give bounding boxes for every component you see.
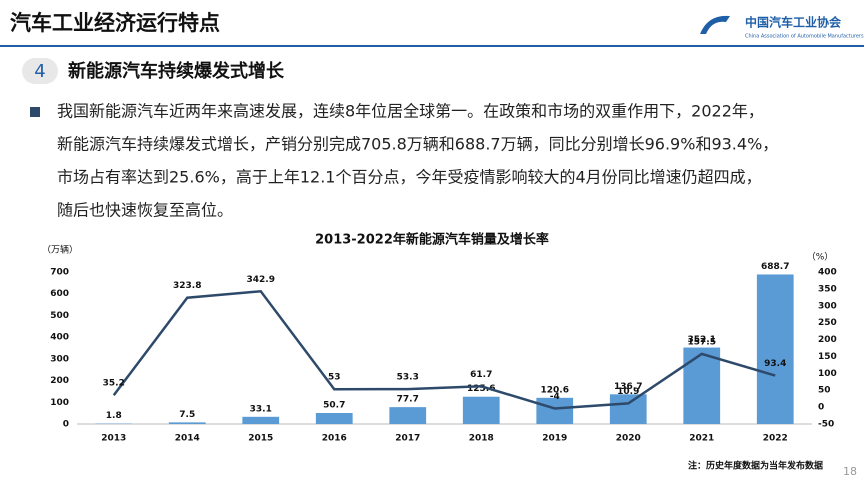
y2-tick-label: 300 xyxy=(818,301,837,311)
y2-tick-label: -50 xyxy=(818,420,834,430)
line-value-label: 61.7 xyxy=(470,370,492,380)
bar xyxy=(316,413,353,424)
bar-value-label: 688.7 xyxy=(761,262,789,272)
line-value-label: 323.8 xyxy=(173,281,201,291)
line-value-label: 53 xyxy=(328,373,341,383)
y2-tick-label: 50 xyxy=(818,386,831,396)
paragraph-line: 市场占有率达到25.6%，高于上年12.1个百分点，今年受疫情影响较大的4月份同… xyxy=(57,168,762,187)
y2-tick-label: 200 xyxy=(818,335,837,345)
y-tick-label: 500 xyxy=(50,311,69,321)
bullet xyxy=(30,107,40,117)
y2-tick-label: 0 xyxy=(818,403,824,413)
line xyxy=(114,291,776,408)
line-value-label: 93.4 xyxy=(764,359,786,369)
y-tick-label: 400 xyxy=(50,333,69,343)
chart-title: 2013-2022年新能源汽车销量及增长率 xyxy=(315,232,549,248)
x-tick-label: 2020 xyxy=(616,434,641,444)
line-value-label: 10.9 xyxy=(617,387,639,397)
bar-value-label: 7.5 xyxy=(179,410,195,420)
bar xyxy=(389,407,426,424)
bar-value-label: 1.8 xyxy=(106,411,122,421)
y2-tick-label: 250 xyxy=(818,318,837,328)
x-tick-label: 2018 xyxy=(469,434,494,444)
x-tick-label: 2017 xyxy=(395,434,420,444)
line-value-label: 342.9 xyxy=(247,275,275,285)
y-tick-label: 700 xyxy=(50,268,69,278)
line-value-label: -4 xyxy=(550,392,560,402)
bar-value-label: 50.7 xyxy=(323,400,345,410)
y-tick-label: 300 xyxy=(50,354,69,364)
y-tick-label: 600 xyxy=(50,289,69,299)
line-value-label: 35.2 xyxy=(103,379,125,389)
y-tick-label: 100 xyxy=(50,398,69,408)
paragraph-line: 随后也快速恢复至高位。 xyxy=(57,201,233,220)
bar xyxy=(683,348,720,424)
x-tick-label: 2014 xyxy=(175,434,200,444)
bar-value-label: 77.7 xyxy=(397,395,419,405)
y-tick-label: 0 xyxy=(63,420,69,430)
paragraph-line: 新能源汽车持续爆发式增长，产销分别完成705.8万辆和688.7万辆，同比分别增… xyxy=(57,135,778,154)
y2-tick-label: 350 xyxy=(818,284,837,294)
y2-axis-label: （%） xyxy=(807,252,834,263)
x-tick-label: 2013 xyxy=(101,434,126,444)
bar xyxy=(757,274,794,424)
bar xyxy=(463,397,500,424)
x-tick-label: 2016 xyxy=(322,434,347,444)
bar-value-label: 33.1 xyxy=(250,404,272,414)
y2-tick-label: 150 xyxy=(818,352,837,362)
x-tick-label: 2015 xyxy=(248,434,273,444)
logo-en: China Association of Automobile Manufact… xyxy=(745,34,864,40)
y-axis-label: （万辆） xyxy=(42,244,78,256)
x-tick-label: 2021 xyxy=(689,434,714,444)
x-tick-label: 2022 xyxy=(763,434,788,444)
logo-mark xyxy=(700,16,730,34)
section-title: 新能源汽车持续爆发式增长 xyxy=(68,60,285,82)
line-value-label: 53.3 xyxy=(397,373,419,383)
paragraph-line: 我国新能源汽车近两年来高速发展，连续8年位居全球第一。在政策和市场的双重作用下，… xyxy=(57,102,764,121)
y2-tick-label: 100 xyxy=(818,369,837,379)
bar xyxy=(169,422,206,424)
bar xyxy=(610,394,647,424)
page-number: 18 xyxy=(843,465,857,478)
header-title: 汽车工业经济运行特点 xyxy=(10,11,220,35)
bar xyxy=(242,417,279,424)
x-tick-label: 2019 xyxy=(542,434,567,444)
logo-cn: 中国汽车工业协会 xyxy=(745,15,842,30)
section-number: 4 xyxy=(34,61,45,82)
note: 注：历史年度数据为当年发布数据 xyxy=(688,460,823,472)
line-value-label: 157.5 xyxy=(688,337,716,347)
y-tick-label: 200 xyxy=(50,376,69,386)
y2-tick-label: 400 xyxy=(818,268,837,278)
